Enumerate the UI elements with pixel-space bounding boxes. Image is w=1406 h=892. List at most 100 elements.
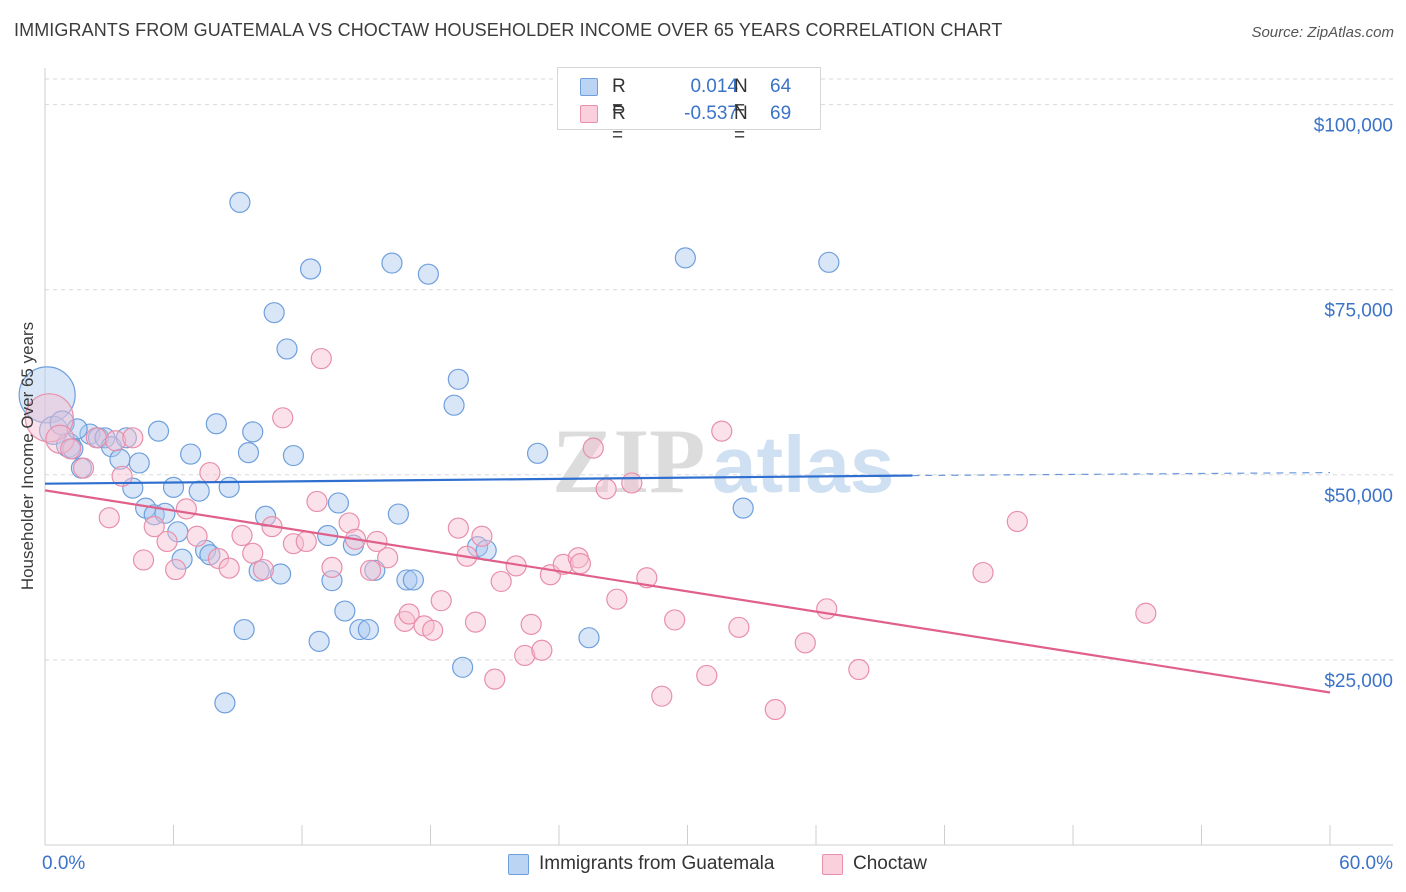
data-point: [128, 452, 150, 474]
data-point: [218, 476, 240, 498]
data-point: [188, 480, 210, 502]
trend-line: [44, 489, 1331, 694]
data-point: [514, 644, 536, 667]
x-tick-label-max: 60.0%: [1339, 853, 1393, 874]
data-point: [606, 588, 628, 610]
data-point: [531, 639, 553, 661]
watermark: ZIP atlas: [552, 410, 894, 512]
data-point: [327, 492, 350, 514]
watermark-atlas: atlas: [712, 420, 894, 509]
data-point: [357, 618, 379, 641]
trend-line-extension: [912, 471, 1331, 477]
data-point: [237, 441, 260, 464]
data-point: [464, 611, 487, 633]
series-guatemala-points: [18, 191, 840, 714]
data-point: [242, 542, 264, 564]
data-point: [175, 498, 197, 520]
data-point: [233, 618, 255, 641]
data-point: [310, 347, 332, 370]
data-point: [105, 430, 127, 452]
data-point: [111, 465, 133, 487]
legend-swatch-pink: [580, 105, 598, 123]
data-point: [199, 461, 221, 484]
bottom-legend-label: Immigrants from Guatemala: [539, 853, 775, 874]
data-point: [520, 613, 542, 635]
data-point: [402, 569, 424, 591]
data-point: [569, 553, 592, 575]
data-point: [147, 420, 170, 442]
data-point: [282, 444, 305, 467]
data-point: [171, 548, 193, 570]
legend-swatch-blue: [580, 78, 598, 96]
data-point: [818, 251, 840, 273]
data-point: [764, 698, 786, 721]
data-point: [443, 394, 465, 416]
data-point: [1006, 510, 1028, 533]
data-point: [582, 437, 604, 459]
legend-r-value: 0.014: [690, 76, 738, 97]
data-point: [334, 600, 356, 622]
data-point: [484, 668, 506, 690]
data-point: [430, 590, 452, 612]
data-point: [490, 570, 512, 593]
data-point: [359, 559, 382, 581]
data-point: [162, 476, 185, 498]
data-point: [60, 438, 82, 460]
data-point: [165, 558, 187, 581]
data-point: [848, 658, 870, 681]
data-point: [972, 561, 994, 584]
axis-layer: [44, 68, 1393, 846]
data-point: [377, 547, 399, 569]
data-point: [306, 490, 328, 513]
data-point: [452, 656, 474, 678]
data-point: [199, 544, 221, 566]
legend-n-label: N =: [734, 103, 748, 146]
data-point: [218, 557, 240, 579]
data-point: [816, 598, 838, 620]
data-point: [24, 393, 74, 443]
trend-line: [44, 474, 913, 485]
data-point: [98, 507, 120, 529]
data-point: [711, 420, 733, 442]
bottom-legend-swatch-blue: [508, 854, 529, 875]
tick-labels: $25,000 $50,000 $75,000 $100,000 0.0% 60.0%: [42, 116, 1393, 874]
data-point: [18, 366, 76, 424]
data-point: [349, 618, 371, 641]
data-point: [85, 427, 108, 449]
series-choctaw-points: [24, 347, 1157, 721]
legend-n-label: N =: [734, 76, 748, 119]
x-tick-label-min: 0.0%: [42, 853, 85, 874]
legend-r-label: R =: [612, 76, 626, 119]
data-point: [276, 338, 298, 360]
data-point: [1135, 602, 1157, 624]
data-point: [229, 191, 251, 213]
data-point: [417, 263, 439, 285]
data-point: [132, 549, 155, 571]
y-tick-label: $25,000: [1324, 671, 1393, 692]
data-point: [636, 567, 658, 589]
trend-lines: [44, 471, 1331, 694]
grid-layer: [45, 78, 1393, 661]
legend-n-value: 69: [770, 103, 792, 124]
data-point: [471, 525, 493, 547]
data-point: [398, 603, 420, 625]
data-point: [214, 692, 236, 714]
bottom-legend-label: Choctaw: [853, 853, 927, 874]
data-point: [72, 457, 95, 479]
correlation-legend: R = 0.014 N = 64 R = -0.537 N = 69: [557, 67, 821, 146]
y-tick-label: $100,000: [1314, 116, 1393, 137]
y-tick-label: $75,000: [1324, 301, 1393, 322]
data-point: [396, 569, 418, 591]
data-point: [156, 530, 178, 553]
data-point: [143, 504, 165, 526]
data-point: [299, 258, 322, 280]
legend-r-label: R =: [612, 103, 626, 146]
watermark-zip: ZIP: [552, 410, 705, 512]
data-point: [321, 556, 343, 578]
data-point: [447, 368, 469, 390]
data-point: [447, 517, 469, 539]
data-point: [272, 407, 294, 429]
data-point: [595, 478, 617, 500]
bottom-legend-swatch-pink: [822, 854, 843, 875]
